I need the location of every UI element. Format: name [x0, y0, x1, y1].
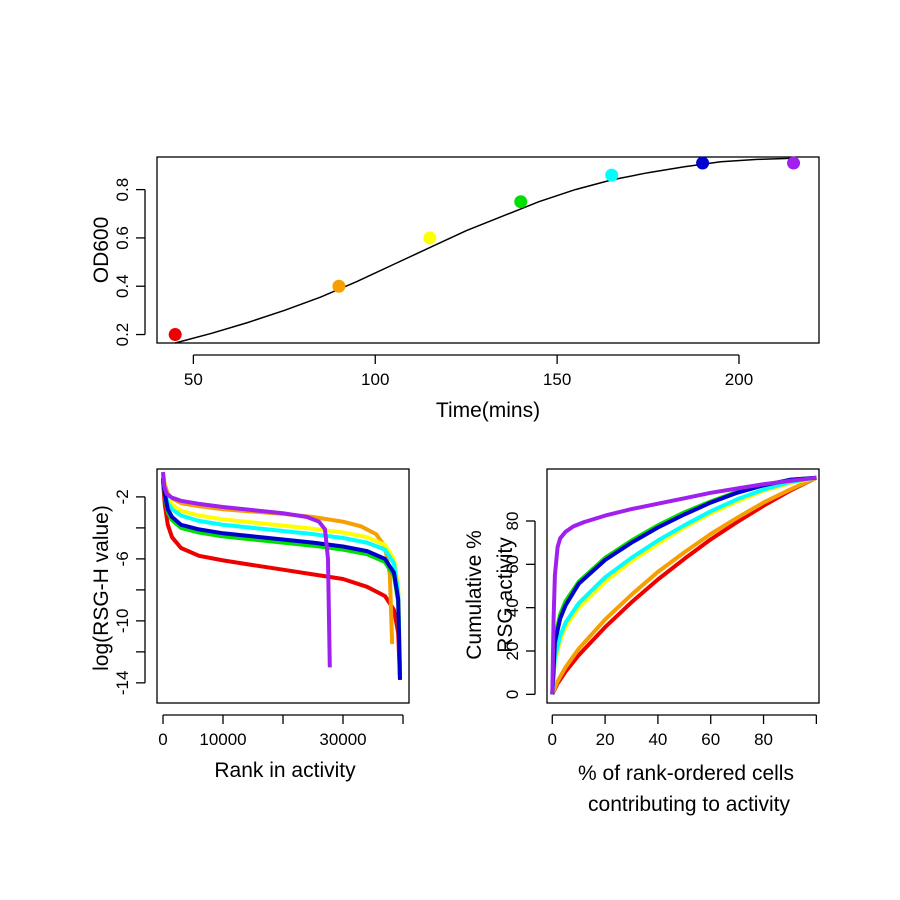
cumulative-x-axis-title: % of rank-ordered cells: [578, 762, 794, 785]
rank-y-tick-label: -2: [113, 489, 132, 504]
cumulative-x-tick-label: 20: [596, 730, 615, 749]
growth-x-axis-title: Time(mins): [436, 399, 540, 422]
growth-point: [332, 280, 345, 293]
growth-y-tick-label: 0.6: [113, 226, 132, 250]
growth-x-tick-label: 50: [184, 370, 203, 389]
growth-x-tick-label: 150: [543, 370, 571, 389]
growth-point: [423, 231, 436, 244]
cumulative-x-tick-label: 80: [754, 730, 773, 749]
growth-x-tick-label: 200: [725, 370, 753, 389]
cumulative-y-axis-title-line2: RSG activity: [494, 537, 517, 653]
cumulative-y-axis-title: Cumulative %: [463, 530, 486, 660]
rank-x-tick-label: 30000: [319, 730, 366, 749]
rank-x-tick-label: 10000: [199, 730, 246, 749]
growth-point: [696, 157, 709, 170]
growth-y-tick-label: 0.8: [113, 178, 132, 202]
rank-y-tick-label: -14: [113, 671, 132, 696]
growth-point: [605, 169, 618, 182]
rank-y-axis-title: log(RSG-H value): [90, 505, 113, 671]
cumulative-x-tick-label: 40: [648, 730, 667, 749]
cumulative-x-tick-label: 0: [548, 730, 557, 749]
rank-x-tick-label: 0: [158, 730, 167, 749]
growth-point: [787, 157, 800, 170]
growth-y-tick-label: 0.2: [113, 323, 132, 347]
rank-x-axis-title: Rank in activity: [214, 759, 356, 782]
rank-y-tick-label: -6: [113, 551, 132, 566]
cumulative-x-axis-title-line2: contributing to activity: [588, 793, 790, 816]
cumulative-y-tick-label: 80: [503, 512, 522, 531]
growth-point: [514, 195, 527, 208]
rank-y-tick-label: -10: [113, 609, 132, 634]
growth-x-tick-label: 100: [361, 370, 389, 389]
growth-y-axis-title: OD600: [90, 217, 113, 284]
cumulative-x-tick-label: 60: [701, 730, 720, 749]
growth-y-tick-label: 0.4: [113, 274, 132, 298]
growth-point: [169, 328, 182, 341]
cumulative-y-tick-label: 0: [503, 690, 522, 699]
